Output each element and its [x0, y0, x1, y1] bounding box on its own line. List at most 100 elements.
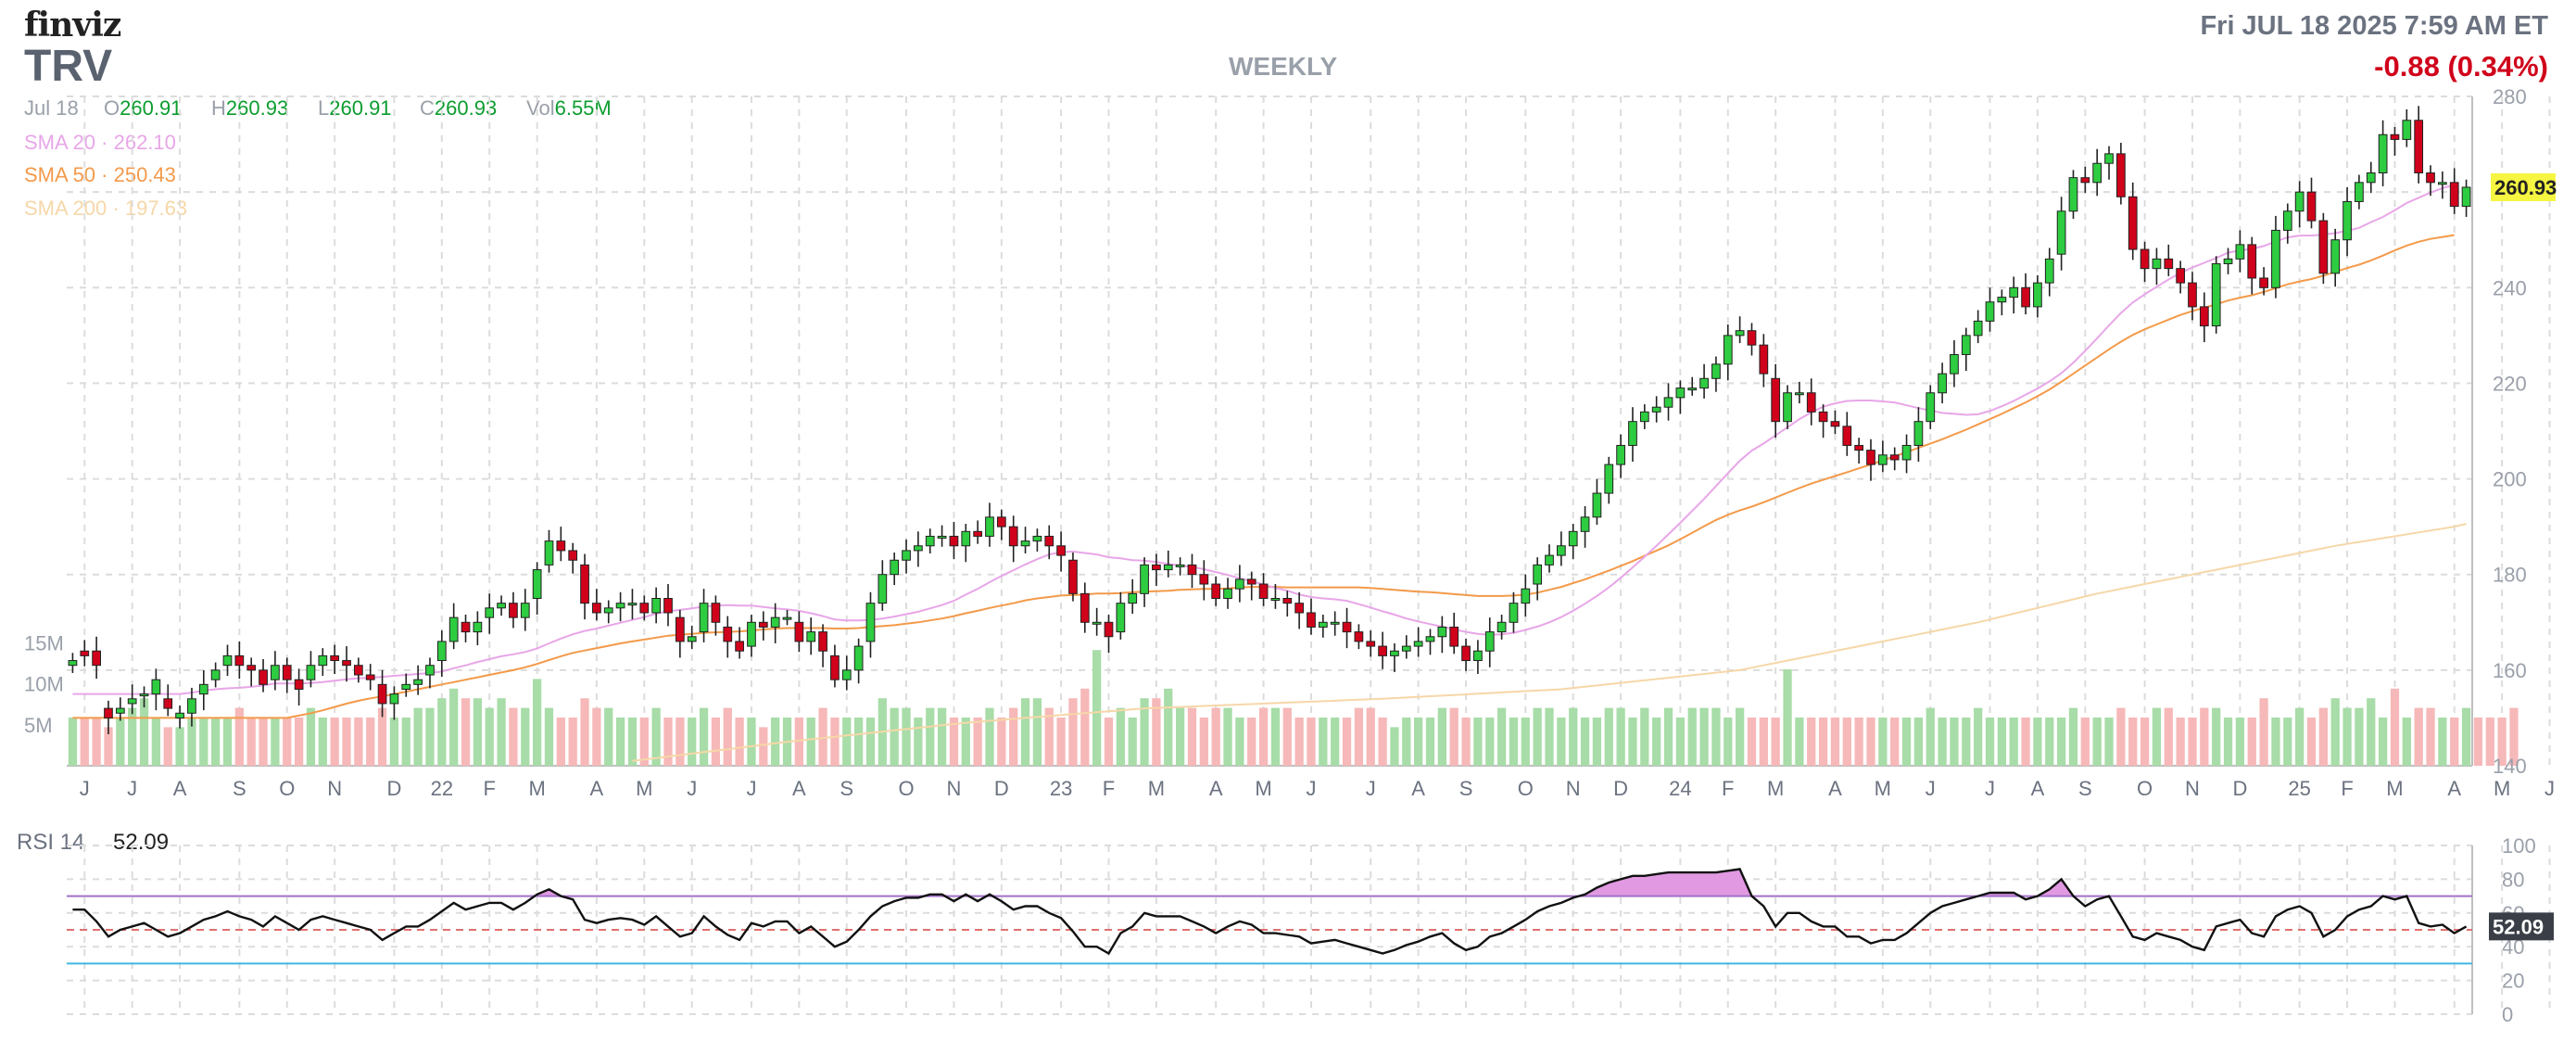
volume-bar: [2473, 718, 2483, 766]
volume-bar: [449, 688, 459, 766]
candle-body: [1628, 421, 1637, 446]
volume-bar: [521, 707, 530, 766]
candle: [2080, 166, 2090, 194]
candle: [1307, 598, 1316, 635]
time-tick-label: D: [994, 777, 1009, 800]
time-tick-label: A: [2031, 777, 2045, 800]
candle-body: [1735, 330, 1745, 337]
finviz-logo[interactable]: finviz: [24, 6, 121, 44]
candle-body: [1604, 464, 1614, 494]
volume-bars: [68, 650, 2519, 766]
price-tick-label: 200: [2493, 468, 2527, 491]
volume-bar: [1901, 718, 1912, 766]
volume-bar: [425, 707, 435, 766]
candle: [1926, 385, 1936, 429]
candle-body: [568, 550, 578, 561]
candle: [104, 700, 113, 734]
candle-body: [330, 654, 340, 662]
volume-bar: [2295, 707, 2305, 766]
timeframe-label: WEEKLY: [1229, 52, 1338, 81]
candle-body: [425, 665, 435, 676]
candle: [711, 595, 721, 636]
ohlc-volume: Vol6.55M: [526, 96, 612, 121]
sma200-legend[interactable]: SMA 200 · 197.63: [24, 197, 188, 220]
volume-bar: [283, 718, 292, 766]
rsi-pane[interactable]: 10080604020052.09: [67, 834, 2576, 1026]
volume-bar: [592, 707, 601, 766]
volume-bar: [794, 718, 803, 766]
time-tick-label: F: [1103, 777, 1115, 800]
volume-bar: [2342, 707, 2352, 766]
volume-bar: [627, 718, 638, 766]
candle-body: [639, 603, 650, 614]
candle: [1199, 560, 1209, 601]
open-value: 260.91: [120, 96, 183, 120]
candle: [902, 540, 911, 574]
price-tick-label: 220: [2493, 372, 2527, 395]
volume-bar: [1104, 718, 1114, 766]
volume-bar: [2045, 718, 2054, 766]
candle-body: [1997, 297, 2007, 303]
candle: [2355, 174, 2364, 210]
volume-bar: [556, 718, 565, 766]
candle: [1735, 316, 1745, 344]
candle-body: [1307, 612, 1316, 628]
volume-bar: [1747, 718, 1757, 766]
candle: [187, 687, 196, 727]
candle-body: [1294, 603, 1304, 614]
candle: [949, 521, 959, 560]
candle-body: [1401, 645, 1411, 652]
sma50-legend[interactable]: SMA 50 · 250.43: [24, 163, 176, 186]
candle: [2044, 248, 2054, 297]
candle-body: [127, 698, 137, 705]
candle-body: [151, 679, 161, 695]
candle-body: [1795, 392, 1804, 396]
candle-body: [1556, 545, 1566, 556]
sma20-legend[interactable]: SMA 20 · 262.10: [24, 131, 176, 154]
volume-bar: [830, 718, 840, 766]
candle-body: [1461, 645, 1471, 662]
volume-bar: [2116, 707, 2126, 766]
time-tick-label: M: [1875, 777, 1891, 800]
volume-bar: [1402, 718, 1411, 766]
volume-bar: [747, 718, 756, 766]
candles[interactable]: [68, 106, 2471, 734]
close-label: C: [420, 96, 435, 120]
candle-body: [1366, 641, 1376, 647]
current-price-tag: [2491, 172, 2556, 201]
candle-body: [139, 693, 149, 697]
volume-bar: [222, 718, 233, 766]
volume-bar: [1187, 707, 1197, 766]
candle-body: [2152, 258, 2162, 270]
volume-bar: [771, 718, 780, 766]
candle: [818, 624, 827, 667]
candle-body: [747, 621, 756, 647]
candle-body: [1020, 540, 1030, 547]
volume-bar: [389, 718, 399, 766]
time-tick-label: M: [2494, 777, 2510, 800]
candle-body: [1425, 636, 1435, 642]
candle-body: [1663, 397, 1673, 408]
time-tick-label: D: [2232, 777, 2247, 800]
candle-body: [1116, 603, 1126, 633]
candle-body: [92, 650, 101, 667]
time-tick-label: N: [2185, 777, 2200, 800]
volume-bar: [2414, 707, 2423, 766]
candle: [163, 684, 173, 717]
volume-bar: [890, 707, 899, 766]
volume-bar: [1521, 718, 1530, 766]
volume-bar: [92, 718, 101, 766]
volume-bar: [1294, 718, 1304, 766]
candle: [1675, 380, 1686, 414]
candle: [282, 657, 292, 693]
rsi-value-tag-label: 52.09: [2493, 915, 2544, 938]
candle: [1116, 591, 1126, 640]
volume-tick-label: 15M: [24, 631, 64, 654]
volume-bar: [985, 707, 994, 766]
volume-bar: [651, 707, 661, 766]
volume-bar: [1092, 650, 1102, 766]
time-tick-label: A: [1828, 777, 1842, 800]
candle-body: [1699, 377, 1709, 389]
volume-bar: [1830, 718, 1840, 766]
